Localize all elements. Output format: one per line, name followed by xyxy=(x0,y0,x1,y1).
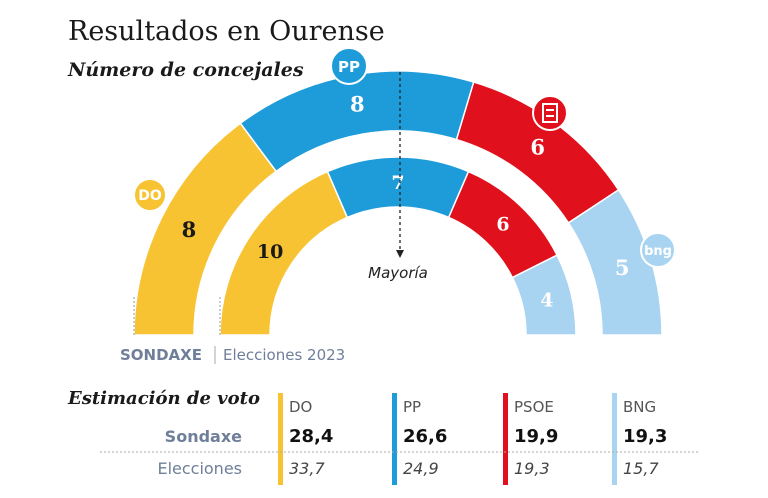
seat-label-0-psoe: 6 xyxy=(530,134,545,159)
seat-label-1-bng: 4 xyxy=(540,290,553,312)
table-cell-0-pp: 26,6 xyxy=(403,426,447,447)
legend-sondaxe: SONDAXE xyxy=(120,346,202,364)
table-column-bar-do xyxy=(278,393,283,485)
seat-rings: 8 8 6 5 10 7 6 4 xyxy=(133,70,663,336)
vote-table: DO PP PSOE BNG Sondaxe 28,4 26,6 19,9 19,3 Elecci… xyxy=(100,393,700,485)
table-header-do: DO xyxy=(289,398,312,416)
seat-label-1-pp: 7 xyxy=(391,172,404,194)
seat-label-0-pp: 8 xyxy=(350,92,365,117)
majority-arrow xyxy=(396,250,404,258)
seat-segment-0-bng xyxy=(567,188,663,336)
pp-logo: PP xyxy=(330,47,368,85)
table-row-label-0: Sondaxe xyxy=(165,427,242,446)
table-header-pp: PP xyxy=(403,398,421,416)
table-cell-1-psoe: 19,3 xyxy=(514,459,550,478)
table-cell-1-pp: 24,9 xyxy=(403,459,439,478)
psoe-logo-icon xyxy=(532,95,568,131)
chart-subtitle: Número de concejales xyxy=(67,59,304,81)
table-cell-0-psoe: 19,9 xyxy=(514,426,558,447)
table-column-bar-psoe xyxy=(503,393,508,485)
legend-elecciones: Elecciones 2023 xyxy=(223,346,345,364)
svg-text:PP: PP xyxy=(338,58,360,76)
chart-title: Resultados en Ourense xyxy=(68,16,385,47)
table-row-label-1: Elecciones xyxy=(157,459,242,478)
seat-label-1-psoe: 6 xyxy=(496,214,509,236)
table-cell-1-do: 33,7 xyxy=(289,459,325,478)
seat-segment-0-pp xyxy=(239,70,475,173)
table-title: Estimación de voto xyxy=(67,388,260,409)
svg-text:bng: bng xyxy=(644,244,672,259)
table-header-psoe: PSOE xyxy=(514,398,554,416)
table-column-bar-bng xyxy=(612,393,617,485)
majority-label: Mayoría xyxy=(368,264,428,282)
table-cell-0-do: 28,4 xyxy=(289,426,333,447)
table-cell-0-bng: 19,3 xyxy=(623,426,667,447)
do-logo: DO xyxy=(133,178,167,212)
seat-label-0-do: 8 xyxy=(182,217,197,242)
seat-label-0-bng: 5 xyxy=(615,255,630,280)
seat-label-1-do: 10 xyxy=(257,241,283,263)
table-header-bng: BNG xyxy=(623,398,656,416)
table-column-bar-pp xyxy=(392,393,397,485)
table-cell-1-bng: 15,7 xyxy=(623,459,659,478)
bng-logo: bng xyxy=(640,232,676,268)
seat-segment-1-bng xyxy=(511,254,577,336)
svg-text:DO: DO xyxy=(138,188,162,204)
